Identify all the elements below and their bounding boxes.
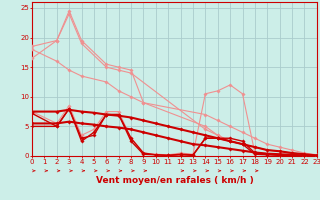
X-axis label: Vent moyen/en rafales ( km/h ): Vent moyen/en rafales ( km/h ) (96, 176, 253, 185)
